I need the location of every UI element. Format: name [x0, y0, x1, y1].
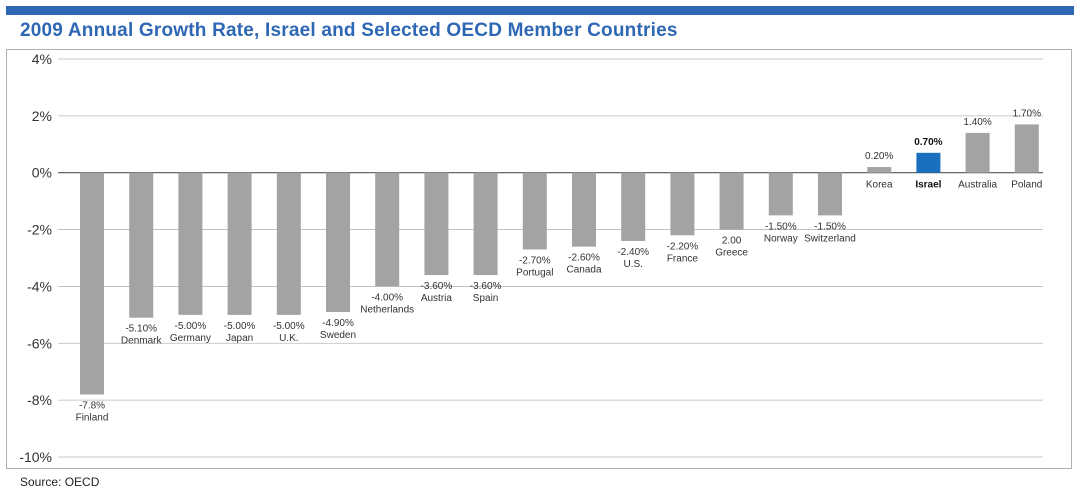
bar-korea: [867, 167, 892, 173]
y-tick-label: -10%: [19, 449, 52, 465]
bar-portugal: [522, 172, 547, 250]
category-label: Israel: [915, 180, 941, 191]
y-tick-label: -8%: [27, 392, 52, 408]
category-label: Finland: [76, 412, 109, 423]
bar-denmark: [129, 172, 154, 318]
bar-norway: [768, 172, 793, 216]
bar-sweden: [326, 172, 350, 313]
y-tick-label: -6%: [27, 335, 52, 351]
bar-netherlands: [375, 172, 400, 287]
category-label: Australia: [958, 180, 997, 191]
data-label: -5.00%: [273, 321, 305, 332]
data-label: -5.00%: [175, 321, 207, 332]
bar-poland: [1014, 124, 1039, 173]
category-label: Spain: [473, 293, 499, 304]
data-label: 1.70%: [1013, 108, 1041, 119]
bar-japan: [227, 172, 252, 315]
data-label: -3.60%: [470, 281, 502, 292]
bar-france: [670, 172, 695, 236]
data-label: -2.40%: [617, 247, 649, 258]
data-label: -5.10%: [125, 324, 157, 335]
category-label: Japan: [226, 333, 253, 344]
chart-title: 2009 Annual Growth Rate, Israel and Sele…: [20, 20, 678, 41]
y-tick-label: 0%: [32, 165, 52, 181]
category-label: Austria: [421, 293, 453, 304]
category-label: Germany: [170, 333, 211, 344]
category-label: Greece: [715, 248, 748, 259]
chart-frame: [6, 49, 1072, 469]
bar-israel: [916, 152, 941, 173]
category-label: U.S.: [623, 259, 642, 270]
y-tick-label: 2%: [32, 108, 52, 124]
category-label: U.K.: [279, 333, 298, 344]
data-label: -1.50%: [765, 221, 797, 232]
data-label: -2.20%: [667, 241, 699, 252]
bar-australia: [965, 132, 990, 173]
data-label: 0.70%: [914, 137, 942, 148]
category-label: Netherlands: [360, 304, 414, 315]
data-label: -4.90%: [322, 318, 354, 329]
data-label: -7.8%: [79, 400, 105, 411]
data-label: -2.70%: [519, 255, 551, 266]
y-tick-label: 4%: [32, 51, 52, 67]
category-label: Norway: [764, 233, 798, 244]
category-label: Denmark: [121, 336, 163, 347]
data-label: 2.00: [722, 236, 742, 247]
bar-canada: [572, 172, 596, 247]
bar-spain: [473, 172, 498, 276]
source-note: Source: OECD: [20, 475, 100, 489]
category-label: France: [667, 253, 699, 264]
category-label: Korea: [866, 180, 893, 191]
data-label: 0.20%: [865, 151, 893, 162]
bar-uk: [276, 172, 301, 315]
category-label: Sweden: [320, 330, 356, 341]
category-label: Poland: [1011, 180, 1042, 191]
category-label: Portugal: [516, 267, 553, 278]
data-label: -5.00%: [224, 321, 256, 332]
bar-switzerland: [818, 172, 842, 216]
data-label: 1.40%: [963, 117, 991, 128]
data-label: -2.60%: [568, 253, 600, 264]
y-tick-label: -4%: [27, 278, 52, 294]
bar-us: [621, 172, 646, 241]
title-accent-bar: [6, 6, 1074, 15]
category-label: Switzerland: [804, 233, 856, 244]
y-tick-label: -2%: [27, 222, 52, 238]
data-label: -4.00%: [371, 292, 403, 303]
data-label: -1.50%: [814, 221, 846, 232]
data-label: -3.60%: [421, 281, 453, 292]
bar-greece: [719, 172, 744, 230]
bar-germany: [178, 172, 203, 315]
bar-finland: [80, 172, 104, 395]
bar-austria: [424, 172, 449, 276]
category-label: Canada: [566, 265, 601, 276]
